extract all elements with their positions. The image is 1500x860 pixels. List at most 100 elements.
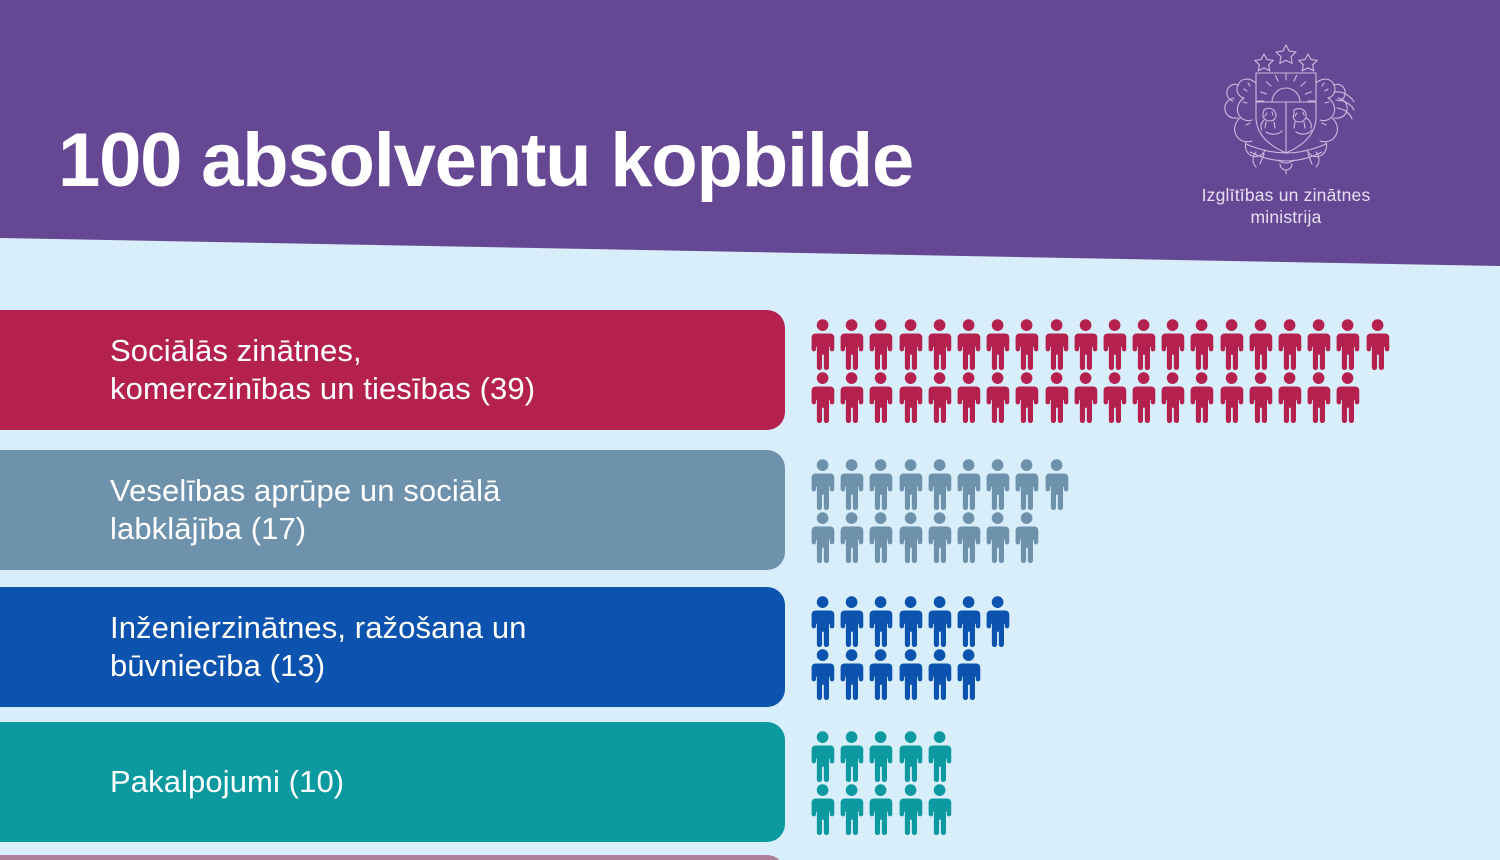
person-figure-icon bbox=[1015, 372, 1039, 423]
pictogram-row bbox=[808, 511, 1468, 564]
pictogram-row bbox=[808, 730, 1468, 783]
person-figure-icon bbox=[957, 649, 981, 700]
person-figure bbox=[925, 318, 954, 370]
person-figure-icon bbox=[928, 372, 952, 423]
person-figure-icon bbox=[1074, 372, 1097, 423]
person-figure bbox=[1012, 371, 1041, 423]
person-figure-icon bbox=[840, 784, 864, 835]
pictogram-row bbox=[808, 371, 1468, 424]
person-figure bbox=[954, 458, 983, 510]
person-figure bbox=[925, 595, 954, 647]
person-figure bbox=[808, 458, 837, 510]
person-figure-icon bbox=[899, 512, 922, 563]
person-figure bbox=[925, 648, 954, 700]
ministry-logo-text: Izglītības un zinātnes ministrija bbox=[1156, 184, 1416, 229]
person-figure-icon bbox=[928, 649, 952, 700]
person-figure bbox=[1012, 458, 1041, 510]
person-figure bbox=[866, 318, 895, 370]
person-figure bbox=[1187, 318, 1216, 370]
category-label-engineering: Inženierzinātnes, ražošana un būvniecība… bbox=[110, 609, 527, 685]
person-figure-icon bbox=[928, 319, 952, 370]
person-figure bbox=[837, 783, 866, 835]
person-figure-icon bbox=[840, 596, 864, 647]
person-figure bbox=[983, 371, 1012, 423]
pictogram-chart: Sociālās zinātnes, komerczinības un ties… bbox=[0, 270, 1500, 860]
person-figure bbox=[808, 648, 837, 700]
header-band bbox=[0, 0, 1500, 266]
person-figure bbox=[837, 730, 866, 782]
person-figure bbox=[866, 648, 895, 700]
category-bar-services[interactable]: Pakalpojumi (10) bbox=[0, 722, 785, 842]
person-figure bbox=[1217, 371, 1246, 423]
person-figure-icon bbox=[1307, 372, 1331, 423]
person-figure-icon bbox=[899, 459, 922, 510]
person-figure-icon bbox=[869, 459, 893, 510]
category-label-line2: labklājība (17) bbox=[110, 511, 307, 546]
person-figure-icon bbox=[986, 512, 1010, 563]
person-figure-icon bbox=[1278, 319, 1302, 370]
pictogram-row bbox=[808, 783, 1468, 836]
person-figure bbox=[983, 595, 1012, 647]
person-figure-icon bbox=[1103, 372, 1127, 423]
pictogram-row bbox=[808, 318, 1468, 371]
person-figure-icon bbox=[811, 459, 835, 510]
person-figure-icon bbox=[811, 649, 835, 700]
person-figure bbox=[837, 648, 866, 700]
person-figure-icon bbox=[899, 731, 922, 782]
person-figure-icon bbox=[957, 512, 981, 563]
category-bar-next-partial[interactable] bbox=[0, 855, 785, 860]
person-figure-icon bbox=[1161, 319, 1185, 370]
category-row-social-sciences: Sociālās zinātnes, komerczinības un ties… bbox=[0, 310, 1500, 430]
category-label-health-care: Veselības aprūpe un sociālā labklājība (… bbox=[110, 472, 500, 548]
person-figure-icon bbox=[1015, 459, 1039, 510]
person-figure-icon bbox=[1278, 372, 1302, 423]
person-figure-icon bbox=[899, 372, 922, 423]
category-label-line1: Sociālās zinātnes, bbox=[110, 333, 362, 369]
person-figure-icon bbox=[869, 372, 893, 423]
person-figure-icon bbox=[1015, 512, 1039, 563]
person-figure-icon bbox=[811, 784, 835, 835]
person-figure bbox=[925, 511, 954, 563]
person-figure-icon bbox=[899, 319, 922, 370]
category-label-line1: Inženierzinātnes, ražošana un bbox=[110, 610, 527, 646]
person-figure-icon bbox=[840, 372, 864, 423]
person-figure bbox=[1100, 318, 1129, 370]
person-figure bbox=[837, 371, 866, 423]
person-figure bbox=[896, 648, 925, 700]
category-label-line2: būvniecība (13) bbox=[110, 648, 326, 683]
person-figure-icon bbox=[986, 319, 1010, 370]
person-figure bbox=[896, 511, 925, 563]
person-figure bbox=[1158, 318, 1187, 370]
category-bar-health-care[interactable]: Veselības aprūpe un sociālā labklājība (… bbox=[0, 450, 785, 570]
person-figure bbox=[954, 318, 983, 370]
person-figure-icon bbox=[869, 731, 893, 782]
person-figure bbox=[954, 511, 983, 563]
person-figure bbox=[866, 458, 895, 510]
person-figure-icon bbox=[840, 459, 864, 510]
person-figure-icon bbox=[899, 596, 922, 647]
person-figure-icon bbox=[957, 372, 981, 423]
person-figure-icon bbox=[1103, 319, 1127, 370]
category-label-line1: Pakalpojumi (10) bbox=[110, 764, 345, 800]
category-bar-engineering[interactable]: Inženierzinātnes, ražošana un būvniecība… bbox=[0, 587, 785, 707]
person-figure bbox=[1042, 318, 1071, 370]
person-figure bbox=[808, 595, 837, 647]
person-figure bbox=[1246, 318, 1275, 370]
person-figure bbox=[866, 371, 895, 423]
person-figure bbox=[896, 595, 925, 647]
person-figure-icon bbox=[1015, 319, 1039, 370]
category-row-engineering: Inženierzinātnes, ražošana un būvniecība… bbox=[0, 587, 1500, 707]
person-figure-icon bbox=[986, 596, 1010, 647]
person-figure-icon bbox=[840, 731, 864, 782]
person-figure bbox=[896, 783, 925, 835]
person-figure bbox=[808, 371, 837, 423]
person-figure bbox=[837, 458, 866, 510]
person-figure-icon bbox=[1366, 319, 1389, 370]
person-figure-icon bbox=[869, 649, 893, 700]
person-figure-icon bbox=[811, 372, 835, 423]
person-figure-icon bbox=[869, 512, 893, 563]
person-figure bbox=[983, 458, 1012, 510]
category-bar-social-sciences[interactable]: Sociālās zinātnes, komerczinības un ties… bbox=[0, 310, 785, 430]
person-figure-icon bbox=[928, 731, 952, 782]
